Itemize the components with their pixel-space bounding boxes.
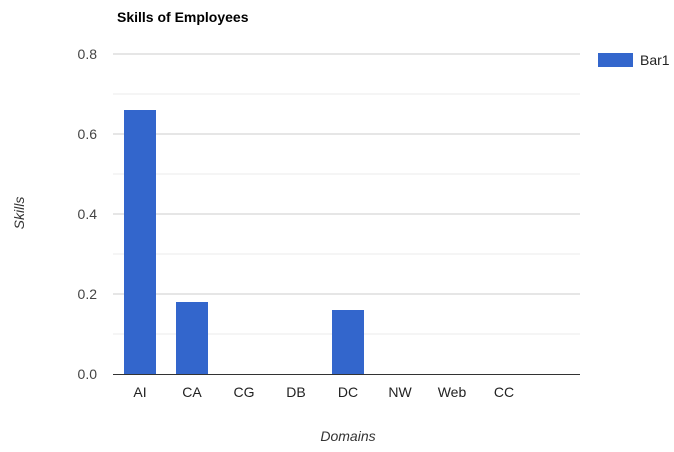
x-axis-tick-labels: AI CA CG DB DC NW Web CC	[133, 384, 514, 400]
x-tick-label-nw: NW	[388, 384, 412, 400]
y-tick-label: 0.0	[78, 366, 98, 382]
y-tick-label: 0.4	[78, 206, 98, 222]
x-tick-label-ai: AI	[133, 384, 146, 400]
y-axis-tick-labels: 0.0 0.2 0.4 0.6 0.8	[78, 46, 98, 382]
legend-label-bar1: Bar1	[640, 52, 670, 68]
x-axis-label: Domains	[320, 428, 375, 444]
bar-ca	[176, 302, 208, 374]
gridlines	[113, 53, 580, 335]
x-tick-label-cc: CC	[494, 384, 514, 400]
x-tick-label-ca: CA	[182, 384, 202, 400]
y-tick-label: 0.6	[78, 126, 98, 142]
bar-ai	[124, 110, 156, 374]
y-tick-label: 0.8	[78, 46, 98, 62]
x-tick-label-web: Web	[438, 384, 467, 400]
legend: Bar1	[598, 52, 670, 68]
legend-swatch-bar1	[598, 53, 633, 67]
bars	[124, 110, 364, 374]
y-tick-label: 0.2	[78, 286, 98, 302]
x-tick-label-cg: CG	[234, 384, 255, 400]
x-tick-label-db: DB	[286, 384, 305, 400]
y-axis-label: Skills	[11, 197, 27, 230]
bar-dc	[332, 310, 364, 374]
chart-title: Skills of Employees	[117, 9, 249, 25]
x-tick-label-dc: DC	[338, 384, 358, 400]
